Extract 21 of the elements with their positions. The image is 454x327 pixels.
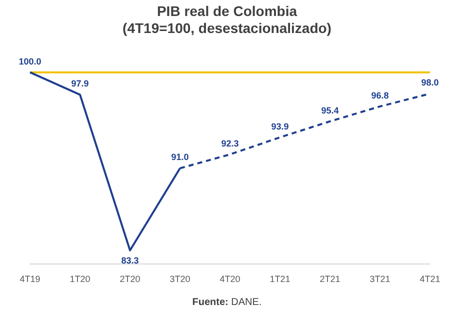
chart-title: PIB real de Colombia [156, 3, 298, 20]
data-label: 83.3 [121, 255, 139, 266]
data-label: 92.3 [221, 138, 239, 148]
data-label: 93.9 [271, 121, 289, 132]
data-label: 97.9 [71, 78, 89, 89]
data-label: 100.0 [18, 56, 42, 66]
x-tick-label: 3T20 [170, 274, 190, 284]
data-label: 95.4 [321, 105, 339, 116]
x-tick-label: 4T19 [20, 274, 40, 284]
x-tick-label: 3T21 [370, 274, 390, 284]
data-label: 96.8 [371, 90, 389, 100]
data-label: 91.0 [171, 152, 189, 162]
x-tick-label: 1T20 [70, 274, 90, 284]
source-note: Fuente: DANE. [191, 297, 263, 308]
chart-subtitle: (4T19=100, desestacionalizado) [122, 20, 332, 37]
x-tick-label: 4T21 [420, 274, 440, 284]
x-tick-label: 1T21 [270, 274, 290, 284]
x-tick-label: 2T20 [120, 274, 140, 284]
x-tick-label: 4T20 [220, 274, 240, 284]
x-tick-label: 2T21 [320, 274, 340, 284]
data-label: 98.0 [421, 78, 439, 88]
